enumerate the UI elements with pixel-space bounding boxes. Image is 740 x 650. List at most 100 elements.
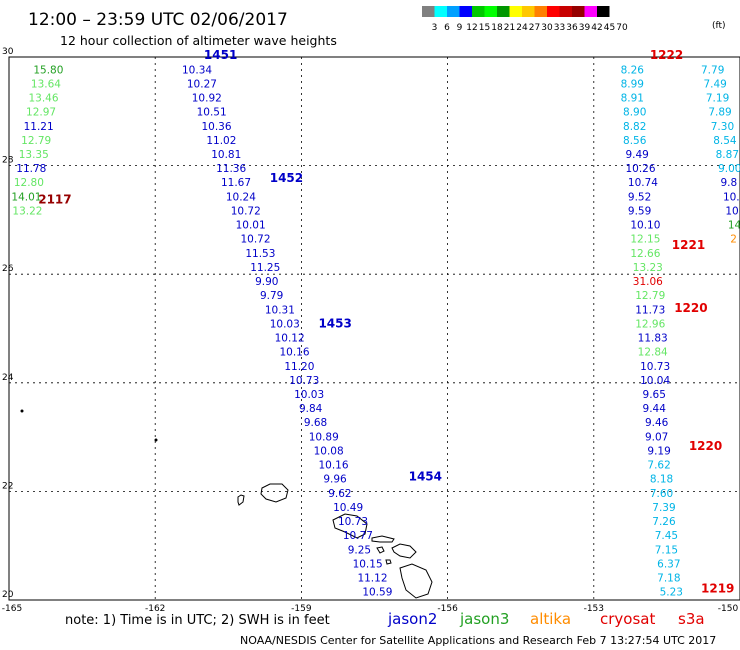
wave-height-point: 8.90: [623, 107, 646, 119]
wave-height-point: 11.36: [216, 163, 246, 175]
legend-label: 45: [604, 23, 615, 33]
wave-height-point: 13.64: [31, 78, 61, 90]
legend-label: 39: [579, 23, 591, 33]
legend-label: 15: [479, 23, 490, 33]
wave-height-observations: 15.80 13.64 13.46 12.97 11.21 12.79 13.35 11.78…: [11, 48, 740, 598]
x-tick-label: -165: [2, 604, 22, 614]
wave-height-legend: 3 6 9 12 15 18 21 24 27 30 33 36 39 42 45 70: [422, 6, 628, 33]
wave-height-point: 10.15: [353, 558, 383, 570]
wave-height-point: 7.26: [652, 516, 676, 528]
wave-height-point: 12.79: [635, 290, 665, 302]
wave-height-point: 7.15: [655, 544, 678, 556]
legend-label: 42: [591, 23, 602, 33]
wave-height-point: 10.24: [226, 191, 256, 203]
pass-number-label: 1221: [672, 238, 705, 252]
wave-height-point: 14: [728, 220, 740, 232]
wave-height-point: 10.49: [333, 502, 363, 514]
pass-number-label: 1451: [204, 48, 237, 62]
legend-swatch: [522, 6, 535, 17]
wave-height-point: 12.97: [26, 107, 56, 119]
wave-height-point: 11.02: [206, 135, 236, 147]
legend-jason2: jason2: [387, 610, 437, 628]
x-tick-label: -162: [145, 604, 165, 614]
legend-label: 33: [554, 23, 565, 33]
wave-height-point: 7.79: [701, 64, 724, 76]
island-maui: [391, 543, 417, 559]
wave-height-point: 11.12: [357, 573, 387, 585]
wave-height-point: 2: [730, 234, 737, 246]
wave-height-point: 15.80: [33, 64, 63, 76]
wave-height-point: 12.96: [635, 318, 665, 330]
pass-number-label: 1220: [674, 301, 707, 315]
legend-swatch: [572, 6, 585, 17]
wave-height-point: 13.46: [28, 93, 58, 105]
wave-height-point: 13.35: [19, 149, 49, 161]
island-oahu: [332, 513, 368, 539]
wave-height-point: 11.20: [284, 361, 314, 373]
wave-height-point: 10.10: [630, 220, 660, 232]
wave-height-point: 9.52: [628, 191, 651, 203]
legend-swatch: [547, 6, 560, 17]
wave-height-point: 10.34: [182, 64, 212, 76]
wave-height-point: 7.30: [711, 121, 734, 133]
wave-height-point: 12.80: [14, 177, 44, 189]
legend-label: 36: [566, 23, 578, 33]
wave-height-point: 11.83: [638, 333, 668, 345]
wave-height-point: 7.89: [708, 107, 731, 119]
plot-frame: [8, 56, 740, 601]
wave-height-point: 9.79: [260, 290, 283, 302]
island-kauai: [260, 483, 289, 503]
wave-height-point: 11.73: [635, 304, 665, 316]
legend-swatch: [584, 6, 597, 17]
island-hawaii: [399, 563, 433, 599]
wave-height-point: 11.67: [221, 177, 251, 189]
wave-height-point: 13.22: [12, 205, 42, 217]
wave-height-point: 9.65: [643, 389, 666, 401]
wave-height-point: 12.79: [21, 135, 51, 147]
wave-height-point: 10.51: [197, 107, 227, 119]
wave-height-point: 10.77: [343, 530, 373, 542]
wave-height-point: 9.19: [647, 445, 670, 457]
wave-height-point: 10.03: [270, 318, 300, 330]
wave-height-point: 12.66: [630, 248, 660, 260]
wave-height-point: 9.59: [628, 205, 651, 217]
wave-height-point: 9.49: [625, 149, 648, 161]
y-tick-label: 22: [2, 481, 13, 491]
legend-swatch: [559, 6, 572, 17]
wave-height-point: 9.90: [255, 276, 278, 288]
wave-height-point: 10.73: [338, 516, 368, 528]
legend-label: 27: [529, 23, 540, 33]
wave-height-point: 12.15: [630, 234, 660, 246]
wave-height-point: 10.59: [362, 587, 392, 599]
x-tick-label: -150: [718, 604, 739, 614]
wave-height-point: 8.26: [621, 64, 645, 76]
legend-swatch: [447, 6, 460, 17]
wave-height-point: 9.68: [304, 417, 327, 429]
x-tick-label: -159: [291, 604, 312, 614]
y-tick-label: 20: [2, 590, 14, 600]
pass-number-label: 2117: [38, 193, 71, 207]
y-tick-label: 28: [2, 156, 14, 166]
legend-s3a: s3a: [678, 610, 705, 628]
wave-height-point: 8.54: [713, 135, 737, 147]
wave-height-point: 14.01: [11, 191, 41, 203]
wave-height-point: 5.23: [660, 587, 683, 599]
island-dot-2: [154, 438, 158, 442]
wave-height-point: 10.01: [236, 220, 266, 232]
legend-swatch: [534, 6, 547, 17]
y-tick-label: 26: [2, 264, 14, 274]
legend-swatch: [484, 6, 497, 17]
wave-height-point: 6.37: [657, 558, 680, 570]
wave-height-point: 10.92: [192, 93, 222, 105]
legend-jason3: jason3: [459, 610, 509, 628]
wave-height-point: 10.: [725, 205, 740, 217]
legend-label: 3: [432, 23, 438, 33]
wave-height-point: 12.84: [638, 347, 668, 359]
hawaii-islands: [20, 409, 433, 599]
wave-height-point: 9.07: [645, 431, 668, 443]
wave-height-point: 10.73: [640, 361, 670, 373]
wave-height-point: 8.18: [650, 474, 673, 486]
wave-height-point: 10.16: [279, 347, 309, 359]
legend-altika: altika: [530, 610, 571, 628]
